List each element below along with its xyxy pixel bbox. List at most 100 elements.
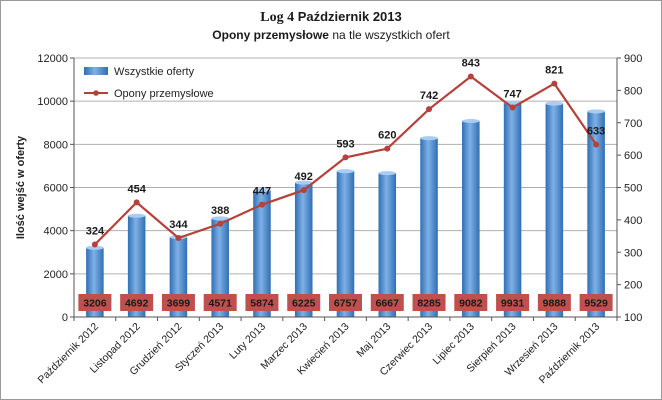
y2-tick-label: 800: [624, 85, 642, 97]
legend-line-label: Opony przemysłowe: [114, 88, 214, 100]
bar-top: [462, 118, 480, 123]
legend-bar-label: Wszystkie oferty: [114, 66, 195, 78]
bar-value-box: [245, 294, 279, 311]
bar-top: [336, 169, 355, 174]
line-point: [467, 73, 474, 80]
y-tick-label: 10000: [37, 96, 68, 108]
y-tick-label: 12000: [37, 53, 68, 65]
bar-value-box: [370, 294, 404, 311]
legend: Wszystkie oferty Opony przemysłowe: [84, 66, 214, 100]
bar-value-box: [579, 294, 613, 311]
bar: [503, 102, 522, 317]
y2-tick-label: 200: [624, 280, 642, 292]
y2-tick-label: 900: [624, 53, 642, 65]
line-point: [342, 154, 349, 161]
bar-value-label: 9888: [543, 298, 567, 310]
y2-tick-label: 600: [624, 150, 642, 162]
bar-series: [86, 100, 605, 317]
bar: [211, 218, 229, 317]
y2-tick-label: 700: [624, 118, 642, 130]
line-point: [593, 141, 600, 148]
y-tick-label: 4000: [44, 226, 68, 238]
chart-title: Log 4 Październik 2013: [0, 9, 662, 26]
bar-value-label: 9082: [459, 298, 483, 310]
line-point: [300, 187, 307, 194]
bar-value-box: [412, 294, 446, 311]
bar: [587, 111, 605, 317]
data-labels: 3206 4692 3699 4571 5874 6225 6757 6667 8285 9082…: [78, 57, 613, 311]
line-value-label: 747: [503, 89, 521, 101]
line-value-label: 633: [587, 125, 605, 137]
bar: [253, 190, 271, 317]
bar-value-box: [203, 294, 237, 311]
legend-line-marker: [93, 90, 99, 96]
line-point: [509, 104, 516, 111]
line-point: [426, 106, 433, 113]
bar: [420, 138, 438, 317]
chart-subtitle: Opony przemysłowe na tle wszystkich ofer…: [0, 28, 662, 42]
bar-value-label: 4571: [209, 298, 233, 310]
line-value-label: 593: [336, 138, 354, 150]
bar-value-label: 6667: [376, 298, 400, 310]
bar-value-label: 5874: [250, 298, 274, 310]
line-value-label: 324: [86, 225, 105, 237]
line-value-label: 821: [545, 65, 563, 77]
title-month-label: Październik 2013: [294, 9, 402, 24]
bar: [545, 103, 564, 317]
line-value-label: 742: [420, 90, 438, 102]
line-value-label: 344: [169, 219, 188, 231]
bar-value-box: [161, 294, 195, 311]
title-log-label: Log 4: [260, 10, 295, 25]
line-value-label: 454: [127, 183, 146, 195]
bar-top: [211, 216, 229, 221]
bar-top: [545, 101, 564, 106]
y-tick-label: 2000: [44, 269, 68, 281]
bar: [336, 171, 355, 317]
bar-value-label: 6757: [334, 298, 358, 310]
line-point: [133, 199, 140, 206]
bar-top: [127, 213, 146, 218]
bar-value-box: [537, 294, 571, 311]
bar-top: [86, 245, 104, 250]
line-value-label: 843: [462, 57, 480, 69]
line-point: [175, 235, 182, 242]
line-point: [551, 80, 558, 87]
bar-value-label: 6225: [292, 298, 316, 310]
y2-tick-label: 300: [624, 247, 642, 259]
bar-value-label: 9931: [501, 298, 525, 310]
x-tick-label: Maj 2013: [354, 321, 393, 360]
y-axis-label: Ilość wejść w oferty: [15, 135, 27, 239]
legend-bar-swatch: [84, 67, 108, 75]
bar-value-box: [496, 294, 530, 311]
bar-top: [420, 136, 438, 141]
bar-value-label: 9529: [584, 298, 608, 310]
subtitle-rest: na tle wszystkich ofert: [328, 28, 450, 42]
subtitle-bold-part: Opony przemysłowe: [212, 28, 329, 42]
bar-value-box: [120, 294, 154, 311]
axes: [70, 57, 621, 321]
bar-value-box: [329, 294, 362, 311]
y-tick-label: 8000: [44, 139, 68, 151]
line-value-label: 492: [295, 171, 313, 183]
bar: [378, 173, 397, 317]
bar-top: [587, 109, 605, 114]
bar-top: [378, 171, 397, 176]
y2-tick-label: 400: [624, 215, 642, 227]
bar: [462, 120, 480, 317]
y2-tick-label: 100: [624, 312, 642, 324]
bar-value-box: [454, 294, 488, 311]
y-tick-label: 0: [62, 312, 68, 324]
bar-value-label: 8285: [417, 298, 441, 310]
bar-top: [253, 188, 271, 193]
y2-tick-label: 500: [624, 183, 642, 195]
line-point: [217, 220, 224, 227]
bar-value-box: [78, 294, 112, 311]
bar-value-box: [287, 294, 321, 311]
bar-value-label: 3699: [167, 298, 191, 310]
line-value-label: 388: [211, 205, 229, 217]
bar-top: [294, 180, 313, 185]
line-value-label: 620: [378, 130, 396, 142]
line-series: [91, 73, 600, 248]
y-tick-label: 6000: [44, 183, 68, 195]
